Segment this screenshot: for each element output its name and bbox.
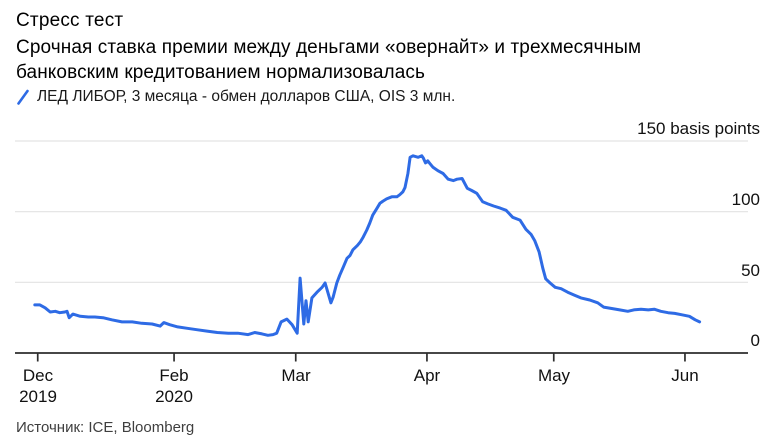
- legend: ЛЕД ЛИБОР, 3 месяца - обмен долларов США…: [16, 88, 455, 106]
- y-axis-label-0: 0: [750, 331, 760, 350]
- page-title: Стресс тест: [16, 10, 124, 31]
- chart-subtitle-line1: Срочная ставка премии между деньгами «ов…: [16, 37, 642, 58]
- x-tick-label-feb: Feb: [159, 366, 189, 385]
- chart-subtitle-line2: банковским кредитованием нормализовалась: [16, 62, 426, 83]
- x-tick-label-may: May: [537, 366, 571, 385]
- x-tick-sublabel-2020: 2020: [155, 387, 193, 406]
- legend-line-icon: [17, 89, 29, 105]
- x-tick-sublabel-2019: 2019: [19, 387, 57, 406]
- x-tick-label-mar: Mar: [281, 366, 311, 385]
- series-line: [33, 154, 702, 337]
- legend-label: ЛЕД ЛИБОР, 3 месяца - обмен долларов США…: [37, 88, 456, 105]
- x-tick-label-apr: Apr: [413, 366, 441, 385]
- y-axis-label-150: 150 basis points: [637, 119, 760, 138]
- source-note: Источник: ICE, Bloomberg: [16, 419, 195, 436]
- x-tick-label-jun: Jun: [671, 366, 699, 385]
- x-tick-label-dec: Dec: [22, 366, 54, 385]
- y-axis-label-100: 100: [731, 190, 760, 209]
- y-axis-label-50: 50: [741, 261, 760, 280]
